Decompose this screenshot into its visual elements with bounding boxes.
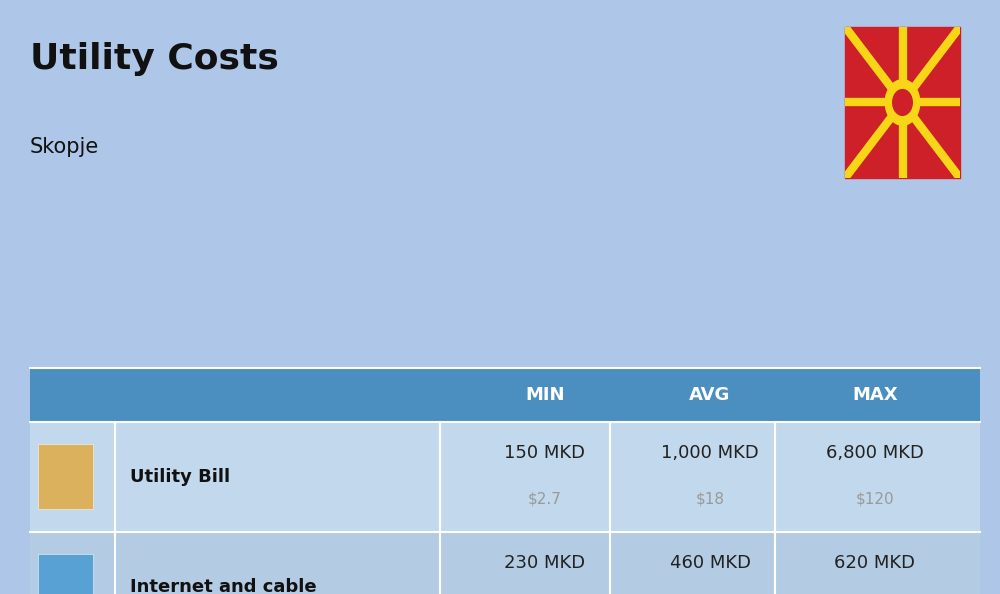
Text: MAX: MAX	[852, 386, 898, 404]
Circle shape	[885, 80, 920, 125]
Text: AVG: AVG	[689, 386, 731, 404]
Text: MIN: MIN	[525, 386, 565, 404]
Text: Utility Bill: Utility Bill	[130, 467, 230, 486]
Text: 620 MKD: 620 MKD	[834, 554, 916, 571]
Text: 460 MKD: 460 MKD	[670, 554, 750, 571]
Bar	[30, 368, 980, 422]
Text: Utility Costs: Utility Costs	[30, 42, 279, 75]
Text: 1,000 MKD: 1,000 MKD	[661, 444, 759, 462]
Bar	[38, 444, 92, 509]
Text: 6,800 MKD: 6,800 MKD	[826, 444, 924, 462]
Bar	[30, 532, 980, 594]
Text: 230 MKD: 230 MKD	[504, 554, 586, 571]
Bar	[38, 554, 92, 594]
Text: $120: $120	[856, 491, 894, 507]
Text: Skopje: Skopje	[30, 137, 99, 157]
Text: Internet and cable: Internet and cable	[130, 577, 317, 594]
Text: $18: $18	[696, 491, 724, 507]
Bar	[30, 422, 980, 532]
Circle shape	[893, 90, 912, 115]
Text: 150 MKD: 150 MKD	[505, 444, 586, 462]
Text: $2.7: $2.7	[528, 491, 562, 507]
